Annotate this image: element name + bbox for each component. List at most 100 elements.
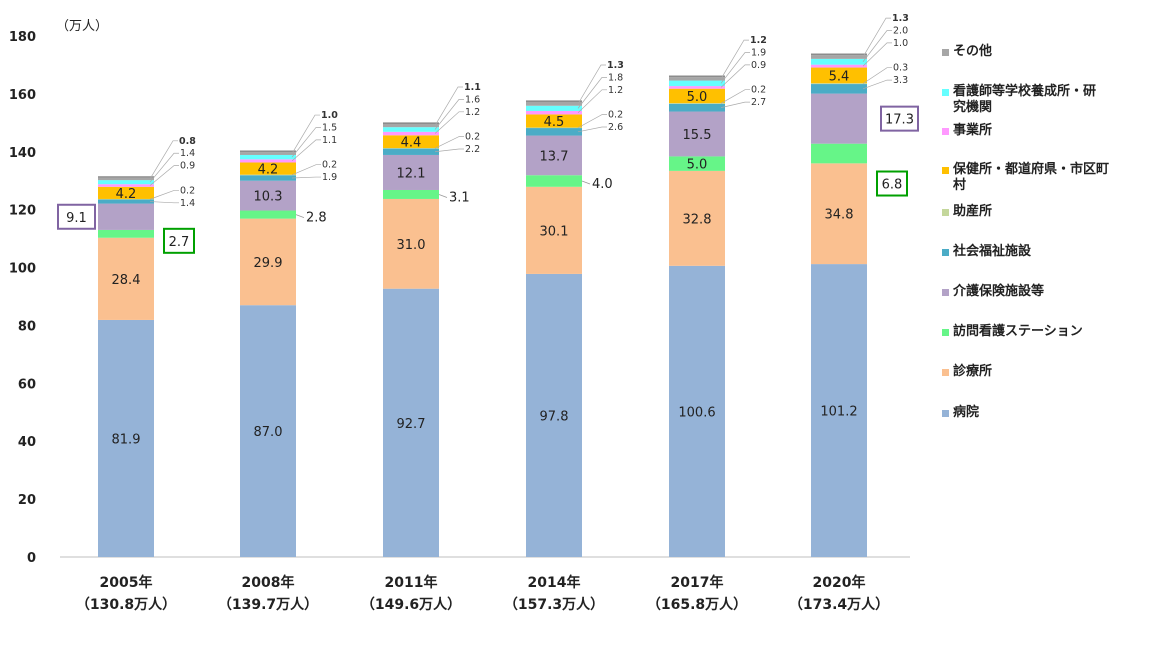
leader-line [434,111,464,134]
leader-line [291,176,321,179]
legend-label: 看護師等学校養成所・研 究機関 [953,84,1097,115]
bar-top-edge [526,100,582,102]
leader-line [862,17,891,58]
segment-label-small: 1.2 [465,107,480,118]
bar-segment [240,154,296,160]
leader-line [434,86,463,126]
segment-label-small: 1.2 [750,35,767,46]
bar-segment [669,103,725,112]
bar-segment [669,88,725,104]
segment-label: 5.0 [687,158,708,173]
leader-line [149,140,178,180]
segment-label: 2.8 [306,211,327,226]
segment-label: 87.0 [254,425,283,440]
segment-label: 9.1 [66,211,87,226]
segment-label: 5.4 [829,69,850,84]
y-tick-label: 180 [9,30,36,45]
y-tick-label: 60 [18,377,36,392]
legend-item: 社会福祉施設 [942,244,1031,260]
category-total-label: （130.8万人） [76,596,176,613]
bar-segment [526,186,582,274]
bar-top-edge [383,122,439,124]
segment-label: 3.1 [449,190,470,205]
bar-segment [98,186,154,199]
segment-label: 13.7 [540,149,569,164]
category-total-label: （165.8万人） [647,596,747,613]
leader-line [291,114,320,154]
bar-segment [383,131,439,136]
legend-item: 助産所 [942,204,992,220]
legend-label: 保健所・都道府県・市区町 村 [953,162,1110,193]
legend-item: その他 [942,44,992,60]
legend-swatch [942,369,949,376]
leader-line [577,64,606,105]
segment-label-small: 1.0 [893,38,908,49]
legend-swatch [942,209,949,216]
legend-label: 介護保険施設等 [953,284,1045,299]
y-tick-label: 100 [9,262,36,277]
leader-line [291,164,321,176]
bar-segment [526,127,582,129]
bar-segment [669,86,725,89]
legend-label: その他 [953,44,993,59]
bar-segment [526,273,582,557]
bar-segment [811,67,867,84]
bar-segment [526,105,582,111]
leader-line [577,126,607,133]
highlight-box-care-facility [57,203,96,230]
leader-line [862,30,892,62]
legend-item: 病院 [942,405,979,421]
legend-label: 診療所 [953,364,993,379]
segment-label: 4.2 [116,187,137,202]
highlight-box-care-facility [880,105,919,132]
bar-segment [811,264,867,557]
segment-label: 31.0 [397,238,426,253]
segment-label-small: 1.2 [608,85,623,96]
segment-label-small: 1.1 [464,82,481,93]
segment-label: 28.4 [112,273,141,288]
bar-segment [98,229,154,238]
bar-segment [669,80,725,87]
bar-segment [240,159,296,163]
segment-label: 81.9 [112,432,141,447]
leader-line [438,194,448,198]
leader-line [434,99,464,130]
segment-label-small: 0.9 [751,60,766,71]
legend-item: 診療所 [942,364,992,380]
segment-label: 100.6 [678,405,715,420]
bar-segment [383,148,439,155]
leader-line [862,79,892,90]
segment-label-small: 1.8 [608,72,623,83]
segment-label-small: 1.3 [607,60,624,71]
highlight-box-home-nursing [876,170,908,197]
category-label: 2014年 [528,574,581,591]
segment-label: 10.3 [254,190,283,205]
legend-swatch [942,89,949,96]
legend-item: 介護保険施設等 [942,284,1044,300]
legend-item: 訪問看護ステーション [942,324,1083,340]
bar-segment [98,199,154,204]
legend-swatch [942,289,949,296]
y-tick-label: 20 [18,493,36,508]
segment-label-small: 2.6 [608,122,623,133]
bar-segment [98,237,154,320]
segment-label: 4.0 [592,177,613,192]
segment-label-small: 1.9 [322,172,337,183]
segment-label-small: 0.2 [180,185,195,196]
segment-label-small: 2.0 [893,26,908,37]
bar-segment [98,198,154,200]
segment-label-small: 0.2 [465,132,480,143]
bar-segment [240,210,296,219]
bar-segment [526,135,582,176]
leader-line [581,180,591,185]
segment-label: 97.8 [540,409,569,424]
segment-label: 4.5 [544,115,565,130]
leader-line [434,136,464,149]
bar-segment [669,170,725,266]
highlight-box-home-nursing [163,227,195,254]
bar-segment [669,77,725,81]
leader-line [720,89,750,104]
leader-line [149,152,179,183]
category-total-label: （149.6万人） [361,596,461,613]
